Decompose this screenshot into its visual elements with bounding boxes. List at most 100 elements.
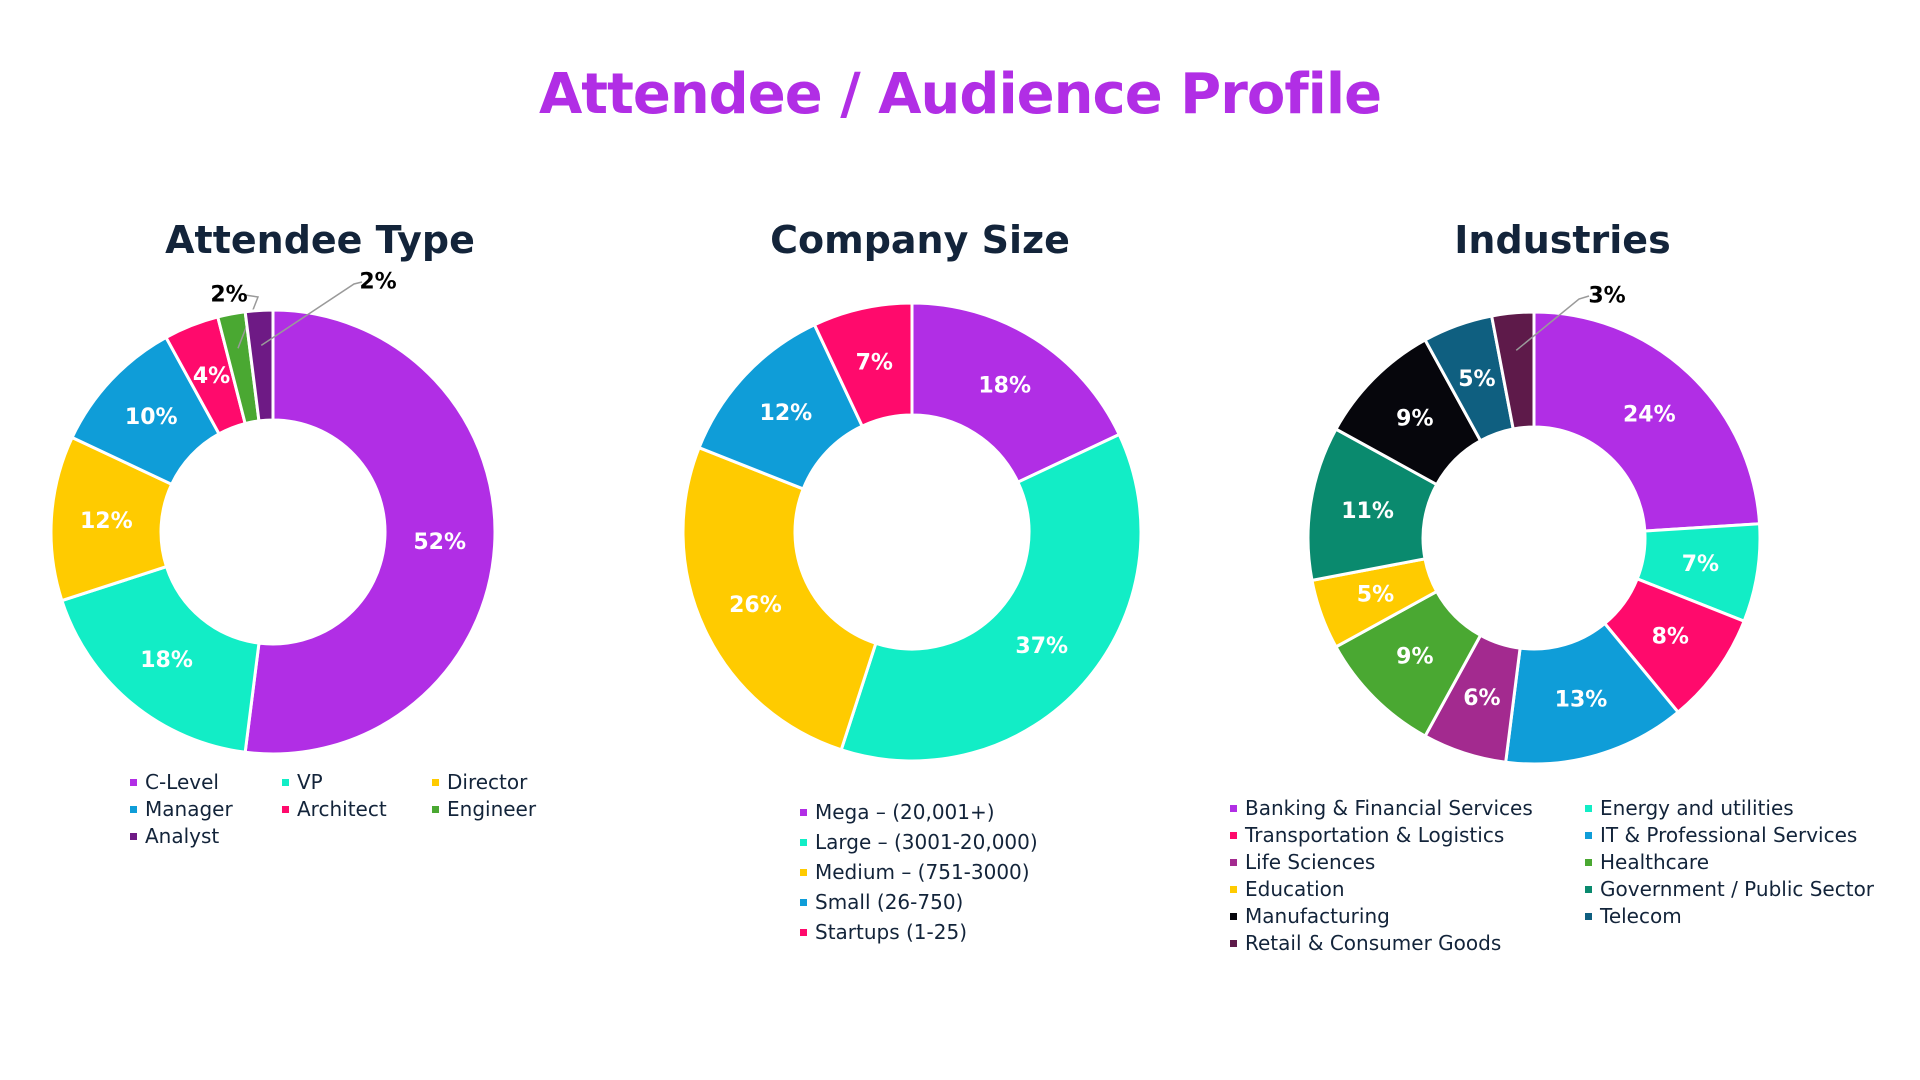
legend-label: Banking & Financial Services bbox=[1245, 796, 1533, 820]
legend-label: Healthcare bbox=[1600, 850, 1710, 874]
legend-item-mega-20-001: Mega – (20,001+) bbox=[800, 800, 1038, 824]
data-label-engineer: 2% bbox=[210, 283, 247, 308]
legend-swatch bbox=[1230, 858, 1237, 866]
attendee-type-chart: Attendee Type 52% 18% 12% 10% 4% 2% 2% C-Level… bbox=[49, 200, 550, 1000]
legend-swatch bbox=[1585, 858, 1592, 866]
legend-item-manufacturing: Manufacturing bbox=[1230, 904, 1585, 928]
legend-item-small-26-750: Small (26-750) bbox=[800, 890, 1038, 914]
legend-swatch bbox=[130, 778, 137, 786]
industries-legend: Banking & Financial Services Energy and u… bbox=[1230, 796, 1915, 955]
legend-label: Architect bbox=[297, 797, 387, 821]
legend-swatch bbox=[1230, 939, 1237, 947]
legend-item-retail-consumer-goods: Retail & Consumer Goods bbox=[1230, 931, 1585, 955]
legend-label: Life Sciences bbox=[1245, 850, 1376, 874]
slice-banking-financial-services bbox=[1532, 310, 1762, 533]
legend-label: VP bbox=[297, 770, 323, 794]
legend-swatch bbox=[432, 805, 439, 813]
legend-swatch bbox=[800, 898, 807, 906]
data-label-director: 12% bbox=[80, 509, 133, 534]
slice-analyst bbox=[243, 308, 275, 423]
slice-large-3001-20-000 bbox=[839, 432, 1143, 763]
legend-label: Small (26-750) bbox=[815, 890, 964, 914]
industries-chart: Industries 24% 7% 8% 13% 6% 9% 5% 11% 9% 5% 3% Ban… bbox=[1205, 200, 1920, 1000]
legend-swatch bbox=[800, 838, 807, 846]
legend-swatch bbox=[130, 805, 137, 813]
chart-title: Industries bbox=[1454, 218, 1671, 262]
legend-label: Education bbox=[1245, 877, 1345, 901]
callout-line bbox=[237, 294, 260, 349]
data-label-telecom: 5% bbox=[1458, 367, 1495, 392]
legend-item-transportation-logistics: Transportation & Logistics bbox=[1230, 823, 1585, 847]
legend-swatch bbox=[1230, 831, 1237, 839]
legend-item-startups-1-25: Startups (1-25) bbox=[800, 920, 1038, 944]
data-label-healthcare: 9% bbox=[1396, 645, 1433, 670]
company-size-donut: 18% 37% 26% 12% 7% bbox=[681, 301, 1143, 763]
legend-swatch bbox=[1230, 885, 1237, 893]
legend-label: Analyst bbox=[145, 824, 220, 848]
legend-swatch bbox=[1585, 831, 1592, 839]
legend-item-large-3001-20-000: Large – (3001-20,000) bbox=[800, 830, 1038, 854]
legend-item-director: Director bbox=[432, 770, 582, 794]
legend-label: Telecom bbox=[1600, 904, 1682, 928]
legend-label: Government / Public Sector bbox=[1600, 877, 1875, 901]
industries-donut: 24% 7% 8% 13% 6% 9% 5% 11% 9% 5% 3% bbox=[1306, 284, 1762, 766]
legend-swatch bbox=[1585, 912, 1592, 920]
legend-item-engineer: Engineer bbox=[432, 797, 582, 821]
callout-line bbox=[260, 281, 363, 346]
legend-item-c-level: C-Level bbox=[130, 770, 282, 794]
legend-label: Director bbox=[447, 770, 528, 794]
data-label-manager: 10% bbox=[125, 405, 178, 430]
legend-label: Transportation & Logistics bbox=[1245, 823, 1505, 847]
legend-label: Engineer bbox=[447, 797, 537, 821]
data-label-analyst: 2% bbox=[359, 270, 396, 295]
data-label-manufacturing: 9% bbox=[1396, 406, 1433, 431]
legend-label: C-Level bbox=[145, 770, 219, 794]
legend-item-energy-and-utilities: Energy and utilities bbox=[1585, 796, 1915, 820]
data-label-energy-and-utilities: 7% bbox=[1682, 552, 1719, 577]
data-label-retail-consumer-goods: 3% bbox=[1588, 284, 1625, 309]
legend-swatch bbox=[1230, 804, 1237, 812]
legend-swatch bbox=[282, 778, 289, 786]
company-size-legend: Mega – (20,001+) Large – (3001-20,000) Med… bbox=[800, 800, 1038, 944]
legend-label: Retail & Consumer Goods bbox=[1245, 931, 1502, 955]
legend-item-analyst: Analyst bbox=[130, 824, 282, 848]
slice-vp bbox=[59, 564, 261, 754]
data-label-banking-financial-services: 24% bbox=[1623, 403, 1676, 428]
legend-label: IT & Professional Services bbox=[1600, 823, 1858, 847]
legend-item-it-professional-services: IT & Professional Services bbox=[1585, 823, 1915, 847]
legend-item-education: Education bbox=[1230, 877, 1585, 901]
slice-mega-20-001 bbox=[910, 301, 1122, 485]
legend-swatch bbox=[800, 808, 807, 816]
legend-label: Mega – (20,001+) bbox=[815, 800, 995, 824]
legend-swatch bbox=[432, 778, 439, 786]
company-size-chart: Company Size 18% 37% 26% 12% 7% Mega – (20,0… bbox=[640, 200, 1200, 1000]
legend-item-government-public-sector: Government / Public Sector bbox=[1585, 877, 1915, 901]
chart-title: Attendee Type bbox=[165, 218, 475, 262]
slice-startups-1-25 bbox=[812, 301, 914, 429]
legend-item-manager: Manager bbox=[130, 797, 282, 821]
slice-c-level bbox=[243, 308, 497, 756]
attendee-type-legend: C-Level VP Director Manager Architect Enginee… bbox=[130, 770, 582, 848]
legend-swatch bbox=[800, 928, 807, 936]
callout-line bbox=[1515, 295, 1590, 351]
legend-item-telecom: Telecom bbox=[1585, 904, 1915, 928]
data-label-it-professional-services: 13% bbox=[1555, 687, 1608, 712]
legend-label: Energy and utilities bbox=[1600, 796, 1794, 820]
attendee-type-donut: 52% 18% 12% 10% 4% 2% 2% bbox=[49, 270, 497, 756]
legend-label: Startups (1-25) bbox=[815, 920, 968, 944]
page-title: Attendee / Audience Profile bbox=[538, 62, 1382, 127]
data-label-small-26-750: 12% bbox=[760, 401, 813, 426]
data-label-vp: 18% bbox=[140, 648, 193, 673]
data-label-government-public-sector: 11% bbox=[1341, 499, 1394, 524]
legend-label: Manufacturing bbox=[1245, 904, 1390, 928]
legend-item-banking-financial-services: Banking & Financial Services bbox=[1230, 796, 1585, 820]
legend-item-vp: VP bbox=[282, 770, 432, 794]
legend-swatch bbox=[800, 868, 807, 876]
legend-item-medium-751-3000: Medium – (751-3000) bbox=[800, 860, 1038, 884]
chart-title: Company Size bbox=[770, 218, 1070, 262]
legend-label: Manager bbox=[145, 797, 233, 821]
data-label-life-sciences: 6% bbox=[1463, 686, 1500, 711]
data-label-c-level: 52% bbox=[413, 530, 466, 555]
legend-label: Medium – (751-3000) bbox=[815, 860, 1030, 884]
data-label-transportation-logistics: 8% bbox=[1652, 625, 1689, 650]
